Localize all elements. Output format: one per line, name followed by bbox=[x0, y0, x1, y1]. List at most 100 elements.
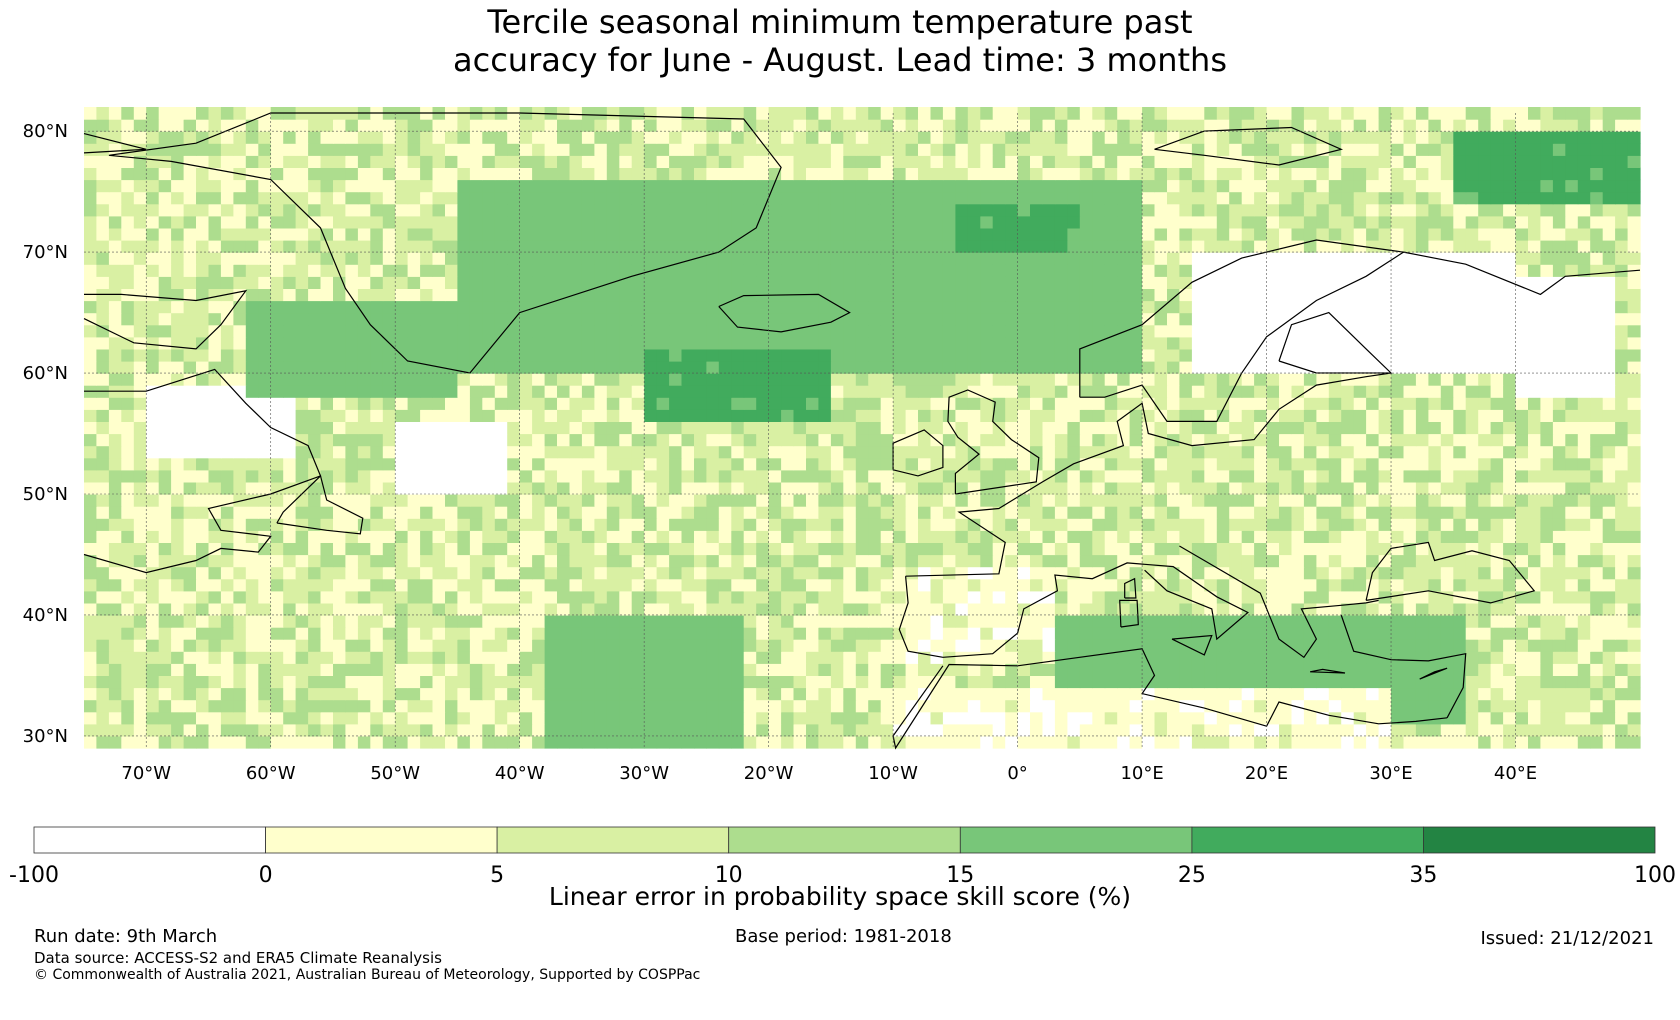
map-cell bbox=[469, 723, 483, 737]
map-cell bbox=[1167, 554, 1180, 568]
map-cell bbox=[1515, 590, 1529, 604]
map-cell bbox=[1490, 409, 1504, 422]
map-cell bbox=[1478, 699, 1492, 713]
map-cell bbox=[532, 385, 546, 398]
map-cell bbox=[1341, 433, 1355, 447]
map-cell bbox=[980, 457, 994, 471]
map-cell bbox=[370, 639, 384, 652]
map-cell bbox=[1117, 711, 1131, 725]
map-cell bbox=[196, 663, 209, 676]
map-cell bbox=[270, 481, 284, 495]
map-cell bbox=[1316, 518, 1330, 531]
map-cell bbox=[905, 554, 919, 568]
map-cell bbox=[370, 276, 384, 289]
map-cell bbox=[1129, 530, 1143, 543]
map-cell bbox=[158, 530, 172, 543]
map-cell bbox=[1104, 385, 1118, 398]
map-cell bbox=[830, 651, 844, 664]
map-cell bbox=[992, 481, 1006, 495]
map-cell bbox=[1378, 348, 1392, 362]
map-cell bbox=[1465, 651, 1479, 664]
map-cell bbox=[1005, 506, 1019, 519]
map-cell bbox=[1602, 409, 1616, 422]
map-cell bbox=[1428, 433, 1442, 447]
map-cell bbox=[532, 518, 546, 531]
map-cell bbox=[1615, 723, 1629, 737]
map-cell bbox=[1179, 615, 1193, 628]
map-cell bbox=[1216, 554, 1230, 568]
map-cell bbox=[942, 663, 956, 676]
map-cell bbox=[1142, 300, 1156, 314]
map-cell bbox=[1154, 699, 1168, 713]
map-cell bbox=[1490, 530, 1504, 543]
map-cell bbox=[208, 627, 222, 640]
map-cell bbox=[893, 421, 907, 435]
map-cell bbox=[407, 457, 421, 471]
map-cell bbox=[133, 300, 147, 314]
map-cell bbox=[706, 615, 720, 628]
map-cell bbox=[158, 663, 172, 676]
map-cell bbox=[1079, 554, 1093, 568]
map-cell bbox=[420, 336, 434, 350]
map-cell bbox=[967, 663, 981, 676]
map-cell bbox=[1565, 615, 1579, 628]
map-cell bbox=[457, 276, 471, 289]
map-cell bbox=[743, 445, 757, 459]
map-cell bbox=[84, 494, 97, 507]
map-cell bbox=[1615, 578, 1629, 592]
map-cell bbox=[1079, 324, 1093, 338]
map-cell bbox=[806, 651, 819, 664]
map-cell bbox=[519, 373, 533, 386]
map-cell bbox=[806, 723, 819, 737]
map-cell bbox=[1303, 336, 1317, 350]
map-cell bbox=[644, 457, 658, 471]
map-cell bbox=[930, 288, 944, 302]
map-cell bbox=[694, 578, 707, 592]
map-cell bbox=[619, 481, 633, 495]
map-cell bbox=[694, 445, 707, 459]
map-cell bbox=[1303, 361, 1317, 374]
map-cell bbox=[1054, 373, 1068, 386]
map-cell bbox=[1403, 578, 1417, 592]
map-cell bbox=[843, 264, 857, 277]
map-cell bbox=[1341, 723, 1355, 737]
map-cell bbox=[1042, 348, 1056, 362]
map-cell bbox=[1453, 445, 1467, 459]
map-cell bbox=[631, 615, 645, 628]
map-cell bbox=[1478, 711, 1492, 725]
map-cell bbox=[1577, 348, 1591, 362]
map-cell bbox=[818, 675, 832, 689]
map-cell bbox=[469, 602, 483, 616]
map-cell bbox=[345, 675, 359, 689]
map-cell bbox=[457, 336, 471, 350]
map-cell bbox=[569, 433, 583, 447]
map-cell bbox=[980, 409, 994, 422]
map-cell bbox=[1167, 542, 1180, 556]
map-cell bbox=[594, 288, 608, 302]
map-cell bbox=[1577, 373, 1591, 386]
map-cell bbox=[980, 336, 994, 350]
map-cell bbox=[1204, 312, 1218, 326]
map-cell bbox=[1415, 711, 1429, 725]
map-cell bbox=[183, 663, 197, 676]
map-cell bbox=[1428, 469, 1442, 483]
map-cell bbox=[1179, 361, 1193, 374]
map-cell bbox=[594, 723, 608, 737]
map-cell bbox=[656, 385, 670, 398]
map-cell bbox=[718, 409, 732, 422]
map-cell bbox=[942, 554, 956, 568]
map-cell bbox=[1602, 615, 1616, 628]
map-cell bbox=[457, 288, 471, 302]
map-cell bbox=[1602, 312, 1616, 326]
map-cell bbox=[1378, 542, 1392, 556]
map-cell bbox=[905, 312, 919, 326]
map-cell bbox=[1366, 735, 1380, 749]
map-cell bbox=[1590, 675, 1604, 689]
map-cell bbox=[1017, 530, 1031, 543]
map-cell bbox=[980, 481, 994, 495]
map-cell bbox=[1478, 336, 1492, 350]
map-cell bbox=[1341, 336, 1355, 350]
map-cell bbox=[1590, 542, 1604, 556]
map-cell bbox=[1229, 409, 1243, 422]
map-cell bbox=[781, 602, 795, 616]
